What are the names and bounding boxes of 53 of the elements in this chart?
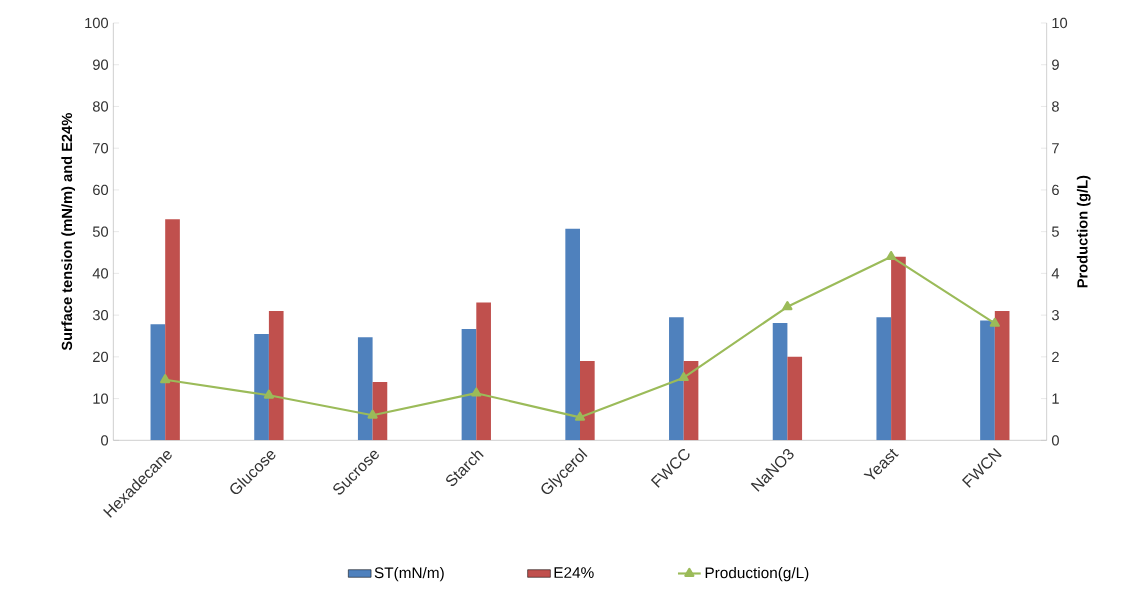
point	[574, 411, 586, 421]
bar	[165, 219, 180, 441]
point	[263, 389, 275, 399]
bar	[787, 356, 803, 441]
bar	[268, 310, 284, 441]
legend-label: ST(mN/m)	[374, 566, 444, 582]
bar	[980, 320, 995, 441]
point	[782, 301, 793, 311]
y2-tick-label: 9	[1052, 59, 1059, 70]
y2-tick-label: 0	[1051, 435, 1059, 446]
bar	[476, 302, 491, 441]
bar	[580, 361, 595, 441]
bar	[772, 323, 788, 441]
bar	[683, 361, 699, 441]
y-tick-label: 90	[93, 59, 109, 70]
bar	[565, 228, 580, 441]
legend-label: Production(g/L)	[705, 566, 809, 582]
bar	[994, 310, 1010, 441]
legend-label: E24%	[554, 567, 594, 578]
y-tick-label: 40	[92, 268, 109, 279]
bar	[357, 337, 373, 441]
y2-axis-title: Production (g/L)	[1076, 175, 1091, 288]
y2-tick-label: 3	[1051, 309, 1059, 321]
point	[471, 387, 482, 397]
y-tick-label: 50	[92, 226, 109, 237]
point	[886, 250, 897, 261]
y2-tick-label: 2	[1052, 351, 1059, 362]
y-tick-label: 20	[93, 351, 109, 363]
y-tick-label: 70	[93, 143, 109, 154]
y-tick-label: 30	[92, 309, 109, 321]
bar	[876, 317, 892, 441]
bar	[254, 333, 269, 441]
bar	[669, 317, 684, 441]
y2-tick-label: 5	[1051, 226, 1059, 237]
point	[989, 317, 1000, 327]
point	[678, 371, 689, 382]
y2-tick-label: 6	[1052, 184, 1059, 196]
point	[367, 409, 378, 419]
y2-tick-label: 8	[1052, 101, 1059, 112]
bar	[461, 328, 477, 441]
bar	[891, 256, 906, 441]
y-tick-label: 10	[93, 393, 109, 404]
y2-tick-label: 1	[1052, 393, 1059, 404]
y2-tick-label: 10	[1052, 17, 1068, 29]
y-tick-label: 60	[93, 184, 109, 196]
bar	[150, 324, 166, 441]
point	[160, 374, 171, 384]
y-tick-label: 100	[85, 17, 109, 29]
y2-tick-label: 4	[1051, 268, 1060, 279]
y-tick-label: 80	[92, 101, 109, 112]
y-axis-title: Surface tension (mN/m) and E24%	[61, 113, 75, 351]
y2-tick-label: 7	[1052, 143, 1059, 154]
y-tick-label: 0	[101, 435, 109, 446]
